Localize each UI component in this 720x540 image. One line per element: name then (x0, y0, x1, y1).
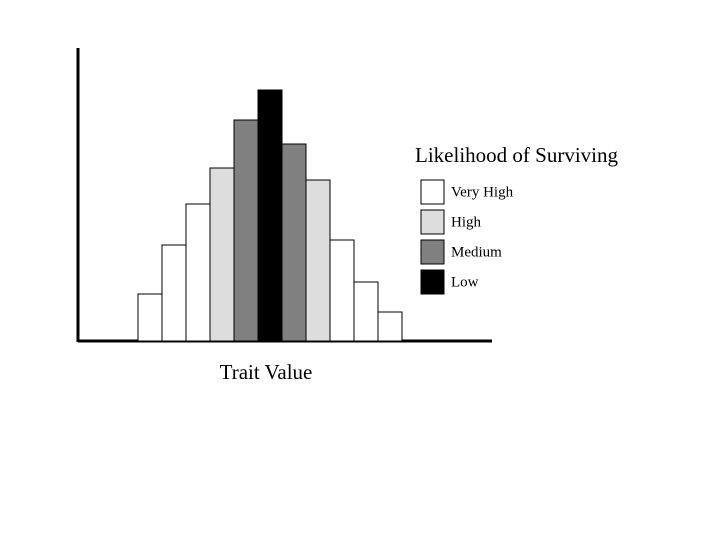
bar (353, 281, 379, 342)
legend-label: Very High (451, 184, 514, 200)
legend-swatch (420, 269, 445, 295)
bar (281, 143, 307, 342)
legend-title: Likelihood of Surviving (415, 143, 618, 167)
legend-swatch (420, 209, 445, 235)
bar (377, 311, 403, 342)
bar (329, 239, 355, 342)
bar (233, 119, 259, 342)
legend-label: Low (451, 274, 479, 290)
legend-label: Medium (451, 244, 502, 260)
bar (137, 293, 163, 342)
x-axis-label: Trait Value (220, 360, 313, 384)
bar (305, 179, 331, 342)
legend-swatch (420, 179, 445, 205)
bar (257, 89, 283, 342)
bar (209, 167, 235, 342)
bar (185, 203, 211, 342)
bar (161, 244, 187, 342)
legend-label: High (451, 214, 482, 230)
legend-swatch (420, 239, 445, 265)
